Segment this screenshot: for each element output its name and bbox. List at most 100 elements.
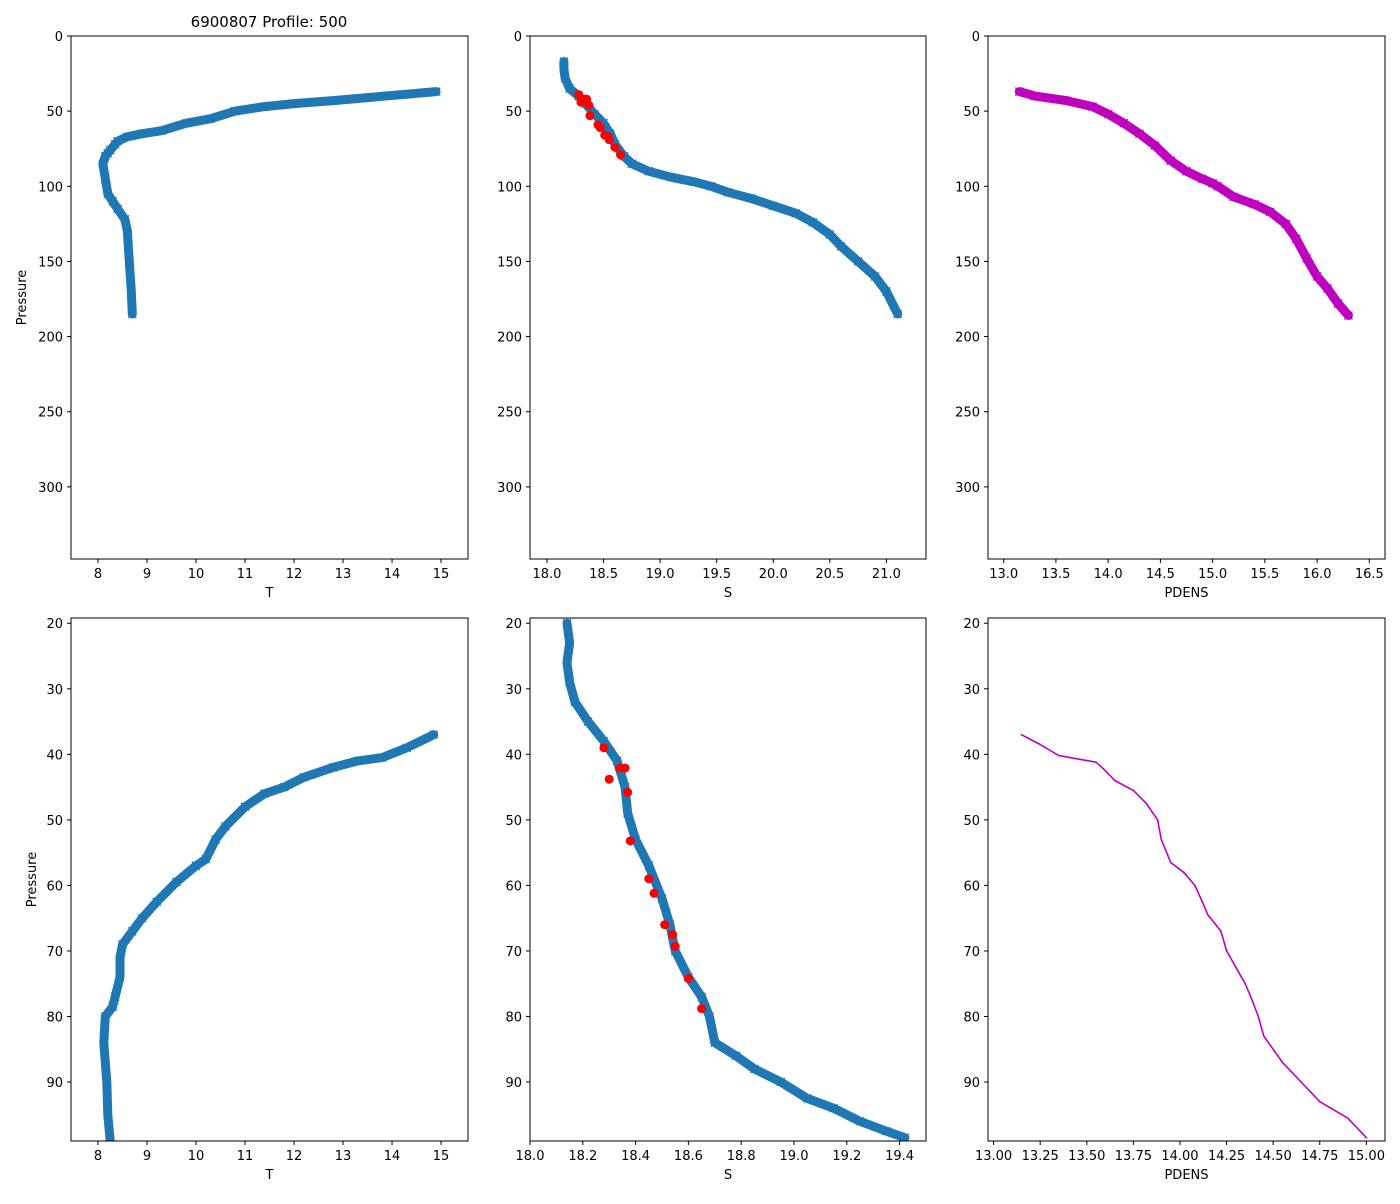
data-point [560,73,570,83]
series-line [98,87,441,319]
series-line [562,618,910,1141]
data-point [1250,996,1252,998]
data-point [122,132,132,142]
data-point [429,730,439,740]
data-point [559,57,569,67]
x-axis-label: PDENS [1164,1168,1208,1183]
x-tick-label: 14.25 [1208,1149,1245,1164]
data-point [1145,802,1148,805]
y-axis-label: Pressure [15,270,30,326]
data-point [1263,1035,1265,1037]
data-point [559,64,569,74]
data-point [125,264,135,274]
panel-bottom-density: 13.00 13.25 13.50 13.75 14.00 14.25 14.50 14.75… [963,617,1386,1183]
data-point [152,897,162,907]
x-tick-label: 9 [143,567,151,582]
data-point [627,159,637,169]
y-tick-label: 150 [497,255,522,270]
data-point [689,177,699,187]
axes-frame [70,35,469,560]
x-tick-label: 18.2 [568,1149,597,1164]
x-tick-label: 19.2 [832,1149,861,1164]
plot-area [99,730,439,1141]
data-point [1135,129,1144,139]
x-tick-label: 18.0 [532,567,561,582]
series-salinity [559,57,903,319]
plot-area [98,87,441,319]
y-tick-label: 300 [955,481,980,496]
x-axis-label: S [724,1168,732,1183]
data-point [1104,769,1107,772]
data-point [1156,819,1159,821]
data-point [1208,178,1218,188]
flag-point [610,142,620,152]
y-tick-label: 50 [505,814,522,829]
plot-area [1014,87,1353,320]
data-point [102,1077,112,1087]
data-point [599,736,609,746]
data-point [260,102,270,112]
data-point [1201,900,1204,903]
y-tick-label: 0 [514,30,522,45]
figure-title: 6900807 Profile: 500 [191,13,348,31]
data-point [802,1093,812,1103]
x-tick-label: 13.25 [1022,1149,1059,1164]
axes-frame [529,617,927,1142]
y-tick-label: 40 [46,748,63,763]
series-line [99,730,439,1141]
data-point [137,913,147,923]
data-point [1095,761,1097,763]
series-salinity [562,618,910,1141]
data-point [1182,871,1185,874]
series-pdens [1020,733,1368,1139]
y-tick-label: 50 [46,814,63,829]
data-point [299,772,309,782]
data-point [1281,219,1291,229]
axes-frame [987,617,1386,1142]
data-point [126,287,136,296]
x-axis-label: S [724,586,732,601]
data-point [137,129,147,139]
x-tick-label: 14.5 [1146,567,1175,582]
data-point [1244,982,1247,985]
data-point [791,208,801,218]
data-point [644,861,654,871]
data-point [1113,779,1116,782]
data-point [583,717,593,727]
data-point [1061,96,1071,106]
data-point [108,1002,118,1012]
data-point [402,743,412,753]
x-tick-label: 15 [433,567,450,582]
data-point [1346,1117,1349,1119]
data-point [565,677,575,687]
y-tick-label: 100 [38,180,63,195]
flag-point [585,111,595,121]
data-point [666,172,676,182]
x-tick-label: 18.8 [727,1149,756,1164]
x-axis-label: T [265,586,274,601]
x-axis-label: T [265,1168,274,1183]
y-axis-label: Pressure [25,852,40,908]
series-line [559,57,903,319]
y-tick-label: 0 [972,30,980,45]
flag-point [620,763,630,773]
x-tick-label: 10 [188,567,205,582]
data-point [1281,1061,1284,1064]
series-pdens [1014,87,1353,320]
data-point [1030,91,1040,101]
x-tick-label: 13.00 [975,1149,1012,1164]
data-point [1207,914,1209,916]
y-tick-label: 40 [505,748,522,763]
y-tick-label: 150 [38,255,63,270]
y-tick-label: 70 [505,945,522,960]
data-point [1197,174,1207,184]
data-point [900,1133,910,1141]
flag-point [595,123,605,133]
data-point [1257,1015,1260,1018]
data-point [127,926,137,936]
data-point [855,1116,865,1126]
x-tick-label: 11 [237,567,254,582]
flag-point [623,787,633,797]
x-tick-label: 13 [335,1149,352,1164]
data-point [881,1126,891,1136]
